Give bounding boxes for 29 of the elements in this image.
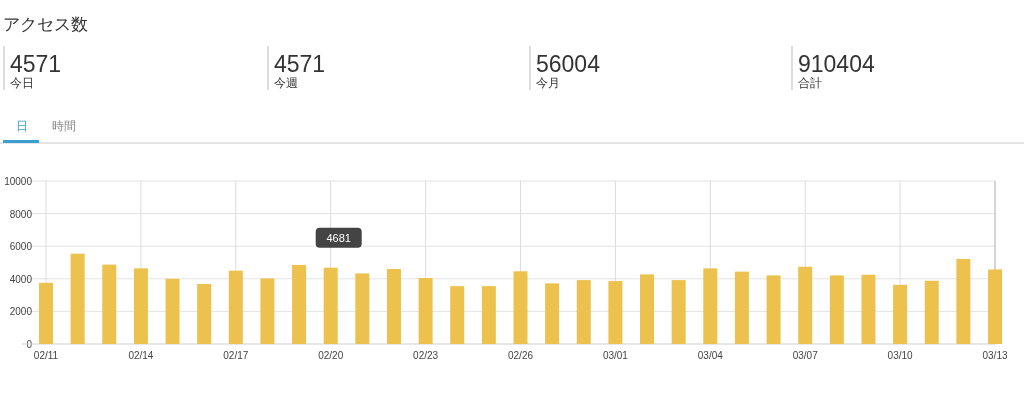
text: アクセス数 [3,15,88,34]
x-tick-label: 02/14 [128,350,154,361]
y-tick-label: 8000 [9,208,33,220]
text: 910404 [798,51,875,77]
y-tick-label: 6000 [9,241,33,253]
y-tick-label: 0 [26,339,33,350]
x-tick-label: 02/23 [413,350,439,361]
text: 今月 [536,76,560,90]
y-tick-label: 2000 [9,306,33,318]
x-tick-label: 03/13 [982,350,1008,361]
x-tick-label: 02/17 [223,350,249,361]
y-tick-label: 4000 [9,273,33,285]
y-tick-label: 10000 [4,176,33,187]
x-tick-label: 03/04 [697,350,724,361]
x-tick-label: 02/20 [318,350,344,361]
text: 今週 [274,76,298,90]
text: 日 [16,119,28,133]
x-tick-label: 03/10 [887,350,914,361]
x-tick-label: 03/07 [792,350,819,361]
text: 今日 [10,76,34,90]
text: 4571 [10,51,62,77]
text: 時間 [52,119,76,133]
x-tick-label: 02/26 [507,350,534,361]
text: 56004 [536,51,601,77]
x-tick-label: 02/11 [33,350,59,361]
x-tick-label: 03/01 [602,350,629,361]
annotation: 4681 [326,231,351,244]
text: 4571 [274,51,326,77]
text: 合計 [798,76,822,90]
